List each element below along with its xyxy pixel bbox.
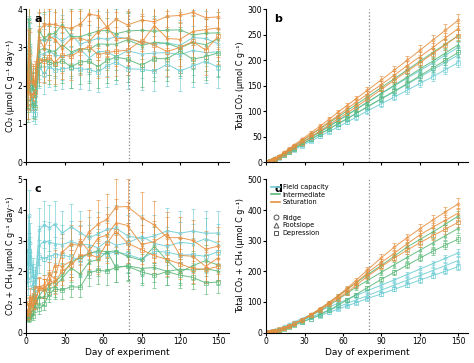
Text: a: a <box>35 14 42 24</box>
Y-axis label: CO₂ (μmol C g⁻¹ day⁻¹): CO₂ (μmol C g⁻¹ day⁻¹) <box>6 40 15 132</box>
X-axis label: Day of experiment: Day of experiment <box>325 348 410 358</box>
Text: c: c <box>35 184 41 194</box>
Legend: Field capacity, Intermediate, Saturation, , Ridge, Footslope, Depression: Field capacity, Intermediate, Saturation… <box>270 183 330 237</box>
Text: d: d <box>274 184 282 194</box>
Y-axis label: Total CO₂ + CH₄ (μmol C g⁻¹): Total CO₂ + CH₄ (μmol C g⁻¹) <box>236 199 245 314</box>
X-axis label: Day of experiment: Day of experiment <box>85 348 170 358</box>
Text: b: b <box>274 14 282 24</box>
Y-axis label: Total CO₂ (μmol C g⁻¹): Total CO₂ (μmol C g⁻¹) <box>236 41 245 130</box>
Y-axis label: CO₂ + CH₄ (μmol C g⁻¹ day⁻¹): CO₂ + CH₄ (μmol C g⁻¹ day⁻¹) <box>6 197 15 315</box>
